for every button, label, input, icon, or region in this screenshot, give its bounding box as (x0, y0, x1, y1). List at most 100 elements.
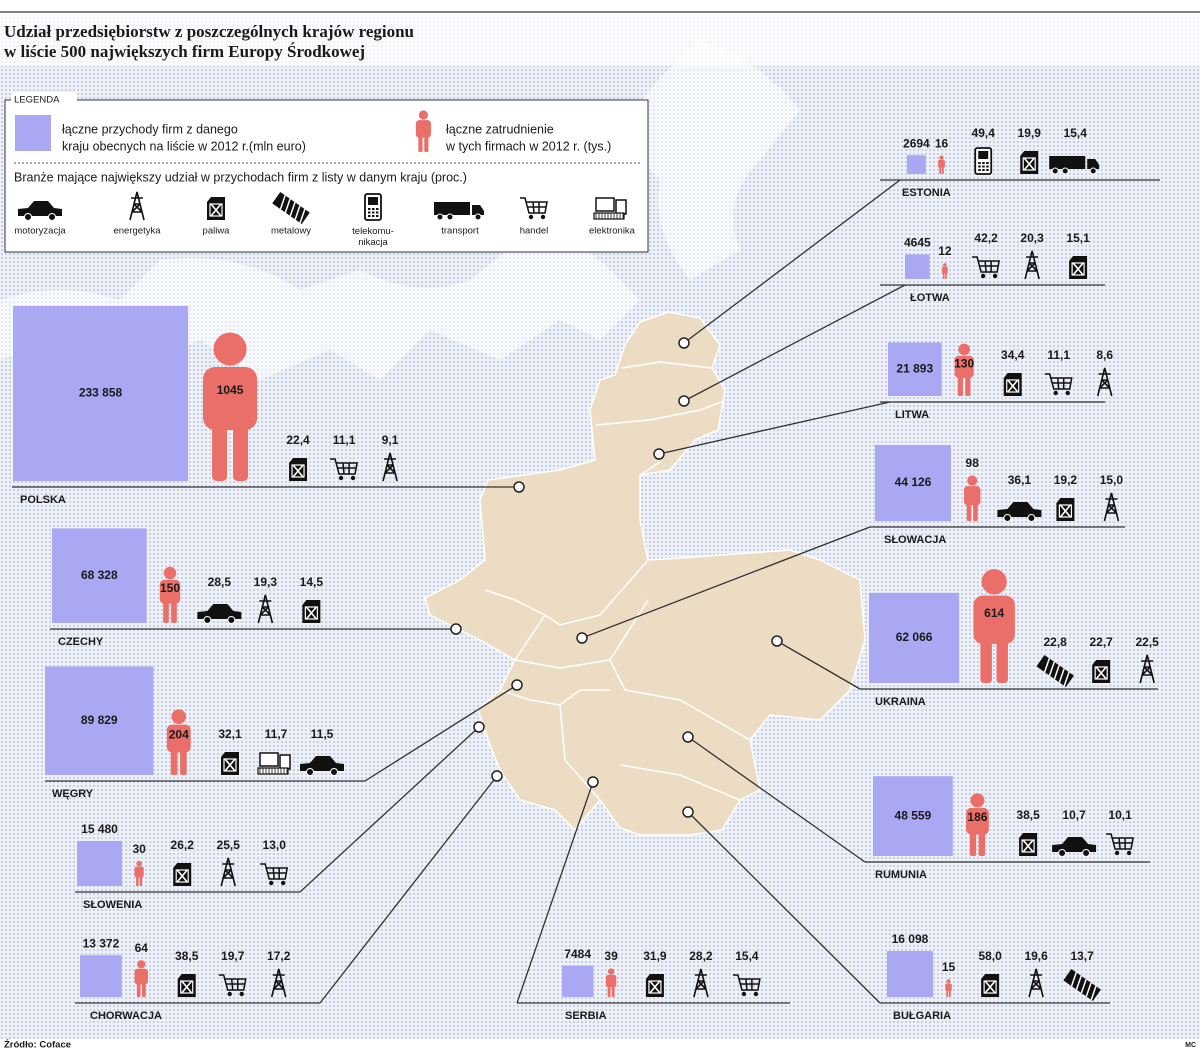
revenue-label: 7484 (564, 947, 591, 961)
revenue-label: 13 372 (83, 936, 120, 950)
industry-share: 58,0 (978, 949, 1002, 963)
country: 233 858 1045 22,4 11,1 9,1 POLSKA (12, 305, 525, 506)
legend-text: Branże mające największy udział w przych… (14, 170, 467, 184)
industry-icon (1056, 498, 1075, 521)
revenue-label: 89 829 (81, 713, 118, 727)
icon-part (446, 213, 454, 221)
legend-icon (520, 197, 548, 220)
industry-icon (177, 974, 196, 997)
country-name: CZECHY (58, 636, 104, 648)
revenue-square (562, 965, 594, 997)
icon-part (270, 968, 287, 998)
person-leg (611, 983, 615, 997)
industry-share: 11,7 (265, 727, 288, 741)
industry-icon (645, 974, 664, 997)
person-head (607, 968, 615, 975)
industry-icon (1139, 654, 1155, 684)
country-name: BUŁGARIA (893, 1010, 951, 1022)
leader-line (364, 684, 518, 782)
icon-part (368, 208, 371, 210)
icon-part (197, 604, 242, 619)
industry-icon (330, 458, 358, 481)
icon-part (129, 191, 145, 221)
country-name: CHORWACJA (90, 1010, 162, 1022)
industry-icon (1020, 151, 1039, 174)
icon-part (227, 991, 232, 997)
employment-person (938, 155, 945, 174)
employment-person (966, 793, 989, 856)
legend-icon (129, 191, 145, 221)
map-dot (771, 635, 783, 647)
icon-part (984, 980, 996, 994)
icon-part (1052, 837, 1097, 852)
person-head (970, 793, 985, 808)
icon-part (218, 974, 247, 991)
label: motoryzacja (14, 226, 66, 237)
country: 68 328 150 28,5 19,3 14,5 CZECHY (50, 528, 462, 648)
sea (620, 40, 800, 280)
icon-part (330, 458, 358, 475)
icon-part (48, 213, 56, 221)
icon-part (1087, 159, 1100, 169)
icon-part (376, 211, 379, 214)
person-head (939, 155, 944, 160)
country-name: ŁOTWA (910, 292, 950, 304)
icon-part (1059, 504, 1072, 518)
icon-part (472, 205, 484, 215)
person-leg (142, 980, 146, 997)
map-dot (653, 448, 665, 460)
employment-person (203, 332, 258, 481)
icon-part (983, 980, 997, 994)
icon-part (474, 213, 482, 221)
legend-text: kraju obecnych na liście w 2012 r.(mln e… (62, 139, 306, 153)
industry-share: 38,5 (1016, 808, 1040, 822)
legend-title-backdrop (11, 92, 77, 106)
icon-part (300, 756, 345, 771)
industry-share: 28,2 (689, 949, 713, 963)
person-head (171, 709, 187, 724)
employment-person (166, 709, 191, 775)
employment-person (973, 569, 1015, 683)
industry-share: 49,4 (972, 126, 996, 140)
icon-part (540, 214, 546, 220)
person-leg (946, 988, 949, 997)
icon-part (1044, 373, 1073, 390)
icon-part (615, 199, 627, 215)
industry-share: 31,9 (643, 949, 667, 963)
country-name: SŁOWACJA (884, 534, 946, 546)
employment-label: 64 (135, 941, 149, 955)
person-leg (136, 874, 139, 886)
employment-person (945, 979, 952, 997)
legend-title: LEGENDA (14, 95, 60, 106)
icon-part (289, 202, 296, 217)
revenue-square (80, 955, 122, 997)
industry-icon (1052, 837, 1097, 857)
person-leg (948, 988, 951, 997)
icon-part (1024, 250, 1040, 280)
industry-share: 22,8 (1043, 635, 1067, 649)
country-name: POLSKA (20, 494, 66, 506)
industry-icon (1069, 256, 1088, 279)
country-name: UKRAINA (875, 696, 926, 708)
employment-label: 130 (954, 356, 974, 370)
legend-icon (593, 197, 627, 220)
icon-part (1103, 492, 1120, 522)
icon-part (1036, 654, 1074, 688)
icon-part (978, 162, 981, 164)
icon-part (223, 758, 237, 772)
map-dot (587, 776, 599, 788)
industry-share: 20,3 (1020, 231, 1044, 245)
leader-line (687, 736, 866, 863)
icon-part (693, 968, 709, 998)
icon-part (376, 208, 379, 210)
person-leg (957, 372, 964, 396)
map-dot (576, 632, 588, 644)
industry-share: 19,2 (1054, 473, 1078, 487)
industry-icon (300, 756, 345, 776)
person-body (945, 983, 952, 991)
industry-icon (173, 863, 192, 886)
industry-share: 15,4 (1064, 126, 1088, 140)
map-dot (491, 770, 503, 782)
person-head (981, 569, 1007, 595)
industry-share: 15,4 (735, 949, 759, 963)
